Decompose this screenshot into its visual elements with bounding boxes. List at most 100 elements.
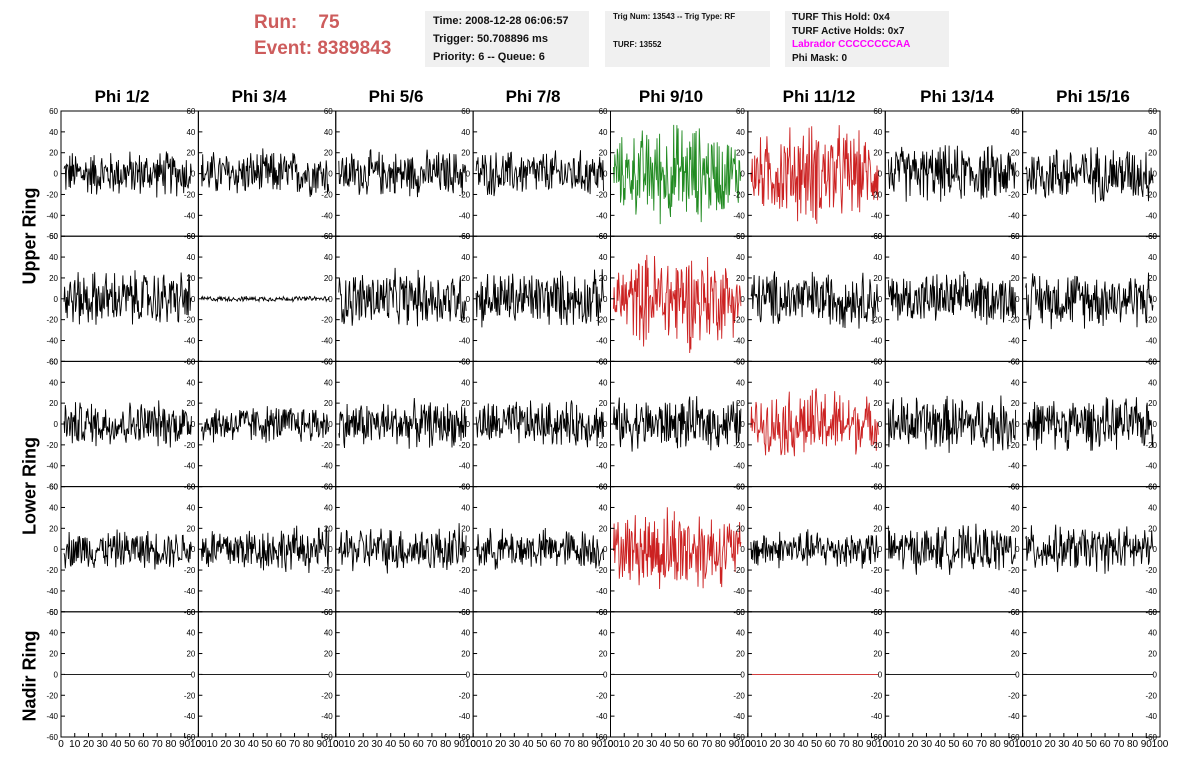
x-tick-label: 60 [825,739,837,750]
y-tick-label: 40 [186,253,195,262]
x-tick-label: 10 [481,739,493,750]
x-tick-label: 100 [327,739,344,750]
y-tick-label: 60 [599,107,608,116]
y-tick-label: 40 [736,503,745,512]
y-tick-label: 0 [328,420,333,429]
waveform-trace [338,267,467,327]
x-tick-label: 20 [770,739,782,750]
waveform-trace [750,388,879,457]
y-tick-label: -40 [596,712,608,721]
waveform-trace [475,150,604,197]
x-tick-label: 100 [877,739,894,750]
x-tick-label: 50 [399,739,411,750]
waveform-trace [338,523,467,574]
x-tick-label: 90 [866,739,878,750]
y-tick-label: 20 [1011,149,1020,158]
waveform-trace [887,271,1017,325]
x-tick-label: 10 [893,739,905,750]
column-header-phi-9-10: Phi 9/10 [638,87,704,106]
time-info-box: Time: 2008-12-28 06:06:57 Trigger: 50.70… [425,11,589,67]
x-tick-label: 60 [550,739,562,750]
turf-active-holds: TURF Active Holds: 0x7 [792,25,905,37]
x-tick-label: 70 [289,739,301,750]
y-tick-label: 40 [1148,378,1157,387]
y-tick-label: -20 [596,566,608,575]
y-tick-label: 40 [599,378,608,387]
x-tick-label: 60 [138,739,150,750]
y-tick-label: 0 [740,170,745,179]
waveform-trace [613,254,742,354]
y-tick-label: 0 [740,545,745,554]
y-tick-label: 20 [873,650,882,659]
y-tick-label: 60 [736,483,745,492]
y-tick-label: 0 [466,295,471,304]
y-tick-label: 20 [873,274,882,283]
y-tick-label: -40 [46,337,58,346]
y-tick-label: 40 [1011,629,1020,638]
x-tick-label: 0 [470,739,476,750]
y-tick-label: 20 [599,399,608,408]
y-tick-label: 0 [603,295,608,304]
y-tick-label: 40 [461,253,470,262]
waveform-trace [887,145,1017,202]
y-tick-label: 40 [599,503,608,512]
x-tick-label: 20 [907,739,919,750]
x-tick-label: 70 [152,739,164,750]
priority-text: Priority: 6 -- Queue: 6 [433,51,545,63]
y-tick-label: -20 [596,316,608,325]
x-tick-label: 80 [165,739,177,750]
y-tick-label: 40 [599,629,608,638]
y-tick-label: -20 [46,441,58,450]
y-tick-label: 20 [49,399,58,408]
y-tick-label: 60 [599,608,608,617]
waveform-trace [475,527,604,570]
y-tick-label: -20 [46,316,58,325]
y-tick-label: -40 [459,712,471,721]
x-tick-label: 20 [632,739,644,750]
x-tick-label: 20 [495,739,507,750]
y-tick-label: 20 [873,524,882,533]
y-tick-label: -40 [1008,587,1020,596]
y-tick-label: 20 [1148,650,1157,659]
y-tick-label: 60 [599,483,608,492]
y-tick-label: 60 [873,232,882,241]
y-tick-label: -60 [596,608,608,617]
y-tick-label: 40 [49,378,58,387]
waveform-trace [1025,397,1154,451]
y-tick-label: 40 [1011,503,1020,512]
x-tick-label: 50 [1086,739,1098,750]
y-tick-label: 0 [878,295,883,304]
y-tick-label: -40 [1145,211,1157,220]
y-tick-label: -40 [733,211,745,220]
y-tick-label: -60 [184,733,196,742]
y-tick-label: -20 [321,190,333,199]
x-tick-label: 30 [921,739,933,750]
y-tick-label: 40 [186,128,195,137]
x-tick-label: 0 [58,739,64,750]
y-tick-label: 20 [599,650,608,659]
x-tick-label: 80 [1127,739,1139,750]
x-tick-label: 90 [591,739,603,750]
x-tick-label: 100 [602,739,619,750]
y-tick-label: -40 [46,462,58,471]
x-tick-label: 0 [608,739,614,750]
y-tick-label: 60 [324,483,333,492]
y-tick-label: -60 [459,733,471,742]
y-tick-label: 40 [873,629,882,638]
y-tick-label: 60 [1148,483,1157,492]
y-tick-label: 40 [1148,503,1157,512]
x-tick-label: 70 [976,739,988,750]
turf-this-hold: TURF This Hold: 0x4 [792,12,890,23]
y-tick-label: 60 [49,608,58,617]
event-number: Event: 8389843 [254,38,392,59]
y-tick-label: -60 [46,232,58,241]
y-tick-label: 40 [324,378,333,387]
waveform-trace [338,149,467,198]
waveform-trace [1025,272,1154,330]
y-tick-label: -40 [871,462,883,471]
waveform-trace [613,396,742,452]
labrador-text: Labrador CCCCCCCCAA [792,39,911,50]
column-header-phi-5-6: Phi 5/6 [368,87,424,106]
y-tick-label: 0 [466,170,471,179]
y-tick-label: 20 [736,650,745,659]
